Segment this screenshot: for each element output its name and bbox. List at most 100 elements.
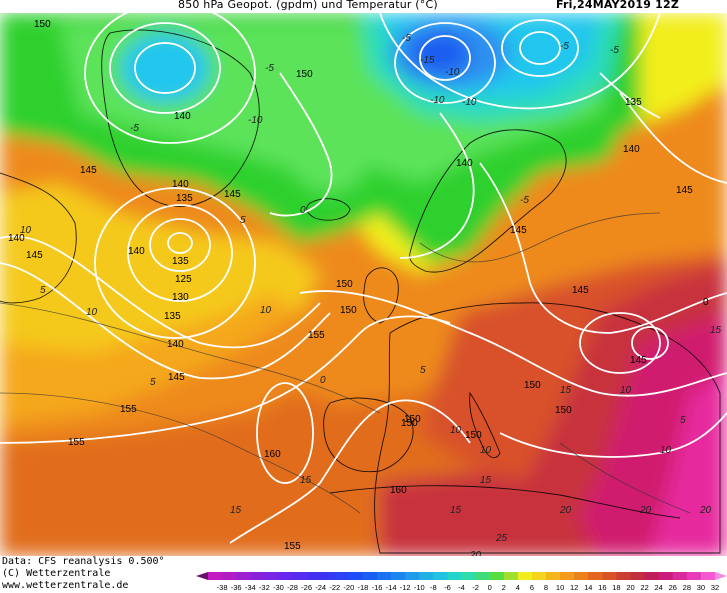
low-nw-3: [84, 13, 256, 144]
legend-tick-label: 20: [626, 583, 634, 592]
geopotential-label: 125: [175, 274, 192, 285]
geopotential-label: 0: [703, 297, 709, 308]
legend-tick-label: -36: [231, 583, 242, 592]
data-source-text: Data: CFS reanalysis 0.500°: [2, 556, 165, 567]
legend-tick-label: -38: [217, 583, 228, 592]
temperature-label: -10: [445, 67, 460, 78]
geopotential-label: 150: [555, 405, 572, 416]
legend-swatch: [602, 572, 617, 580]
legend-tick-label: 24: [654, 583, 662, 592]
iso-155-atlantic: [0, 315, 451, 444]
weather-map: 150 150 140 140 135 140 140 145 145 145 140 145 140 1…: [0, 13, 727, 556]
legend-swatch: [686, 572, 702, 580]
legend-swatch: [658, 572, 674, 580]
low-ne-2: [501, 19, 579, 77]
geopotential-label: 155: [308, 330, 325, 341]
isotherm-b: [0, 392, 361, 514]
title-bar: 850 hPa Geopot. (gpdm) und Temperatur (°…: [0, 0, 727, 13]
legend-swatch: [700, 572, 716, 580]
geopotential-label: 140: [167, 339, 184, 350]
geopotential-label: 140: [456, 158, 473, 169]
map-date: Fri,24MAY2019 12Z: [556, 0, 679, 11]
legend-tick-label: -10: [414, 583, 425, 592]
orange-east-russia: [580, 93, 727, 263]
legend-swatch: [405, 572, 420, 580]
yellow-hole-green: [290, 113, 370, 193]
low-ne-1: [519, 31, 561, 65]
geopotential-label: 135: [172, 256, 189, 267]
iso-155-south: [229, 399, 471, 544]
footer: Data: CFS reanalysis 0.500° (C) Wetterze…: [0, 556, 727, 593]
temperature-label: -10: [248, 115, 263, 126]
iso-150-southeast: [499, 412, 727, 458]
iso-140-north: [399, 112, 475, 259]
coast-iberia: [323, 397, 414, 473]
orange-dark-spain: [250, 393, 350, 493]
temperature-label: 10: [260, 305, 272, 316]
temperature-label: 0: [300, 205, 306, 216]
geopotential-isolines: [0, 13, 727, 544]
legend-swatch: [377, 572, 392, 580]
temperature-label: 15: [230, 505, 242, 516]
legend-tick-label: 26: [669, 583, 677, 592]
red-north-africa: [380, 473, 600, 556]
website-link[interactable]: www.wetterzentrale.de: [2, 580, 129, 591]
temperature-label: 15: [710, 325, 722, 336]
legend-tick-label: 12: [570, 583, 578, 592]
temperature-field: [0, 13, 727, 556]
geopotential-label: 150: [404, 414, 421, 425]
temperature-label: -10: [462, 97, 477, 108]
geopotential-label: 145: [224, 189, 241, 200]
iso-150-greenland: [269, 72, 333, 217]
isotherm-d: [559, 442, 691, 514]
legend-tick-label: 4: [516, 583, 520, 592]
geopotential-label: 140: [174, 111, 191, 122]
legend-swatch: [419, 572, 434, 580]
temperature-label: 5: [240, 215, 246, 226]
legend-tick-label: -34: [245, 583, 256, 592]
low-n-1: [419, 35, 471, 81]
temperature-isotherms: [0, 212, 691, 514]
legend-swatch: [264, 572, 279, 580]
legend-swatch: [461, 572, 477, 580]
geopotential-label: 150: [34, 19, 51, 30]
temperature-label: -10: [430, 95, 445, 106]
temperature-label: 10: [620, 385, 632, 396]
geopotential-label: 150: [340, 305, 357, 316]
legend-swatch: [616, 572, 631, 580]
temperature-label: 20: [559, 505, 572, 516]
legend-swatch: [391, 572, 406, 580]
yellow-orange-west: [0, 183, 320, 393]
legend-tick-label: -22: [329, 583, 340, 592]
temperature-label: 10: [86, 307, 98, 318]
legend-swatch: [362, 572, 378, 580]
geopotential-label: 140: [623, 144, 640, 155]
coastlines: [0, 29, 721, 554]
pink-southeast: [650, 373, 727, 556]
temperature-label: 15: [480, 475, 492, 486]
temperature-label: -5: [130, 123, 139, 134]
iso-145-atlantic: [0, 262, 331, 380]
geopotential-label: 145: [26, 250, 43, 261]
geopotential-label: 160: [390, 485, 407, 496]
legend-swatch: [588, 572, 603, 580]
coast-iceland: [306, 198, 351, 221]
legend-tick-label: -30: [273, 583, 284, 592]
legend-swatch: [489, 572, 505, 580]
legend-tick-label: 18: [612, 583, 620, 592]
legend-swatch: [320, 572, 336, 580]
legend-tick-label: -20: [343, 583, 354, 592]
legend-tick-label: 14: [584, 583, 592, 592]
low-atl-2: [149, 218, 211, 272]
iso-135-ne: [599, 72, 661, 119]
legend-swatch: [574, 572, 589, 580]
legend-swatch: [630, 572, 646, 580]
legend-tick-label: -6: [444, 583, 451, 592]
temperature-label: -5: [265, 63, 274, 74]
geopotential-label: 155: [68, 437, 85, 448]
temperature-label: 5: [40, 285, 46, 296]
legend-swatch: [306, 572, 322, 580]
map-title: 850 hPa Geopot. (gpdm) und Temperatur (°…: [178, 0, 438, 11]
